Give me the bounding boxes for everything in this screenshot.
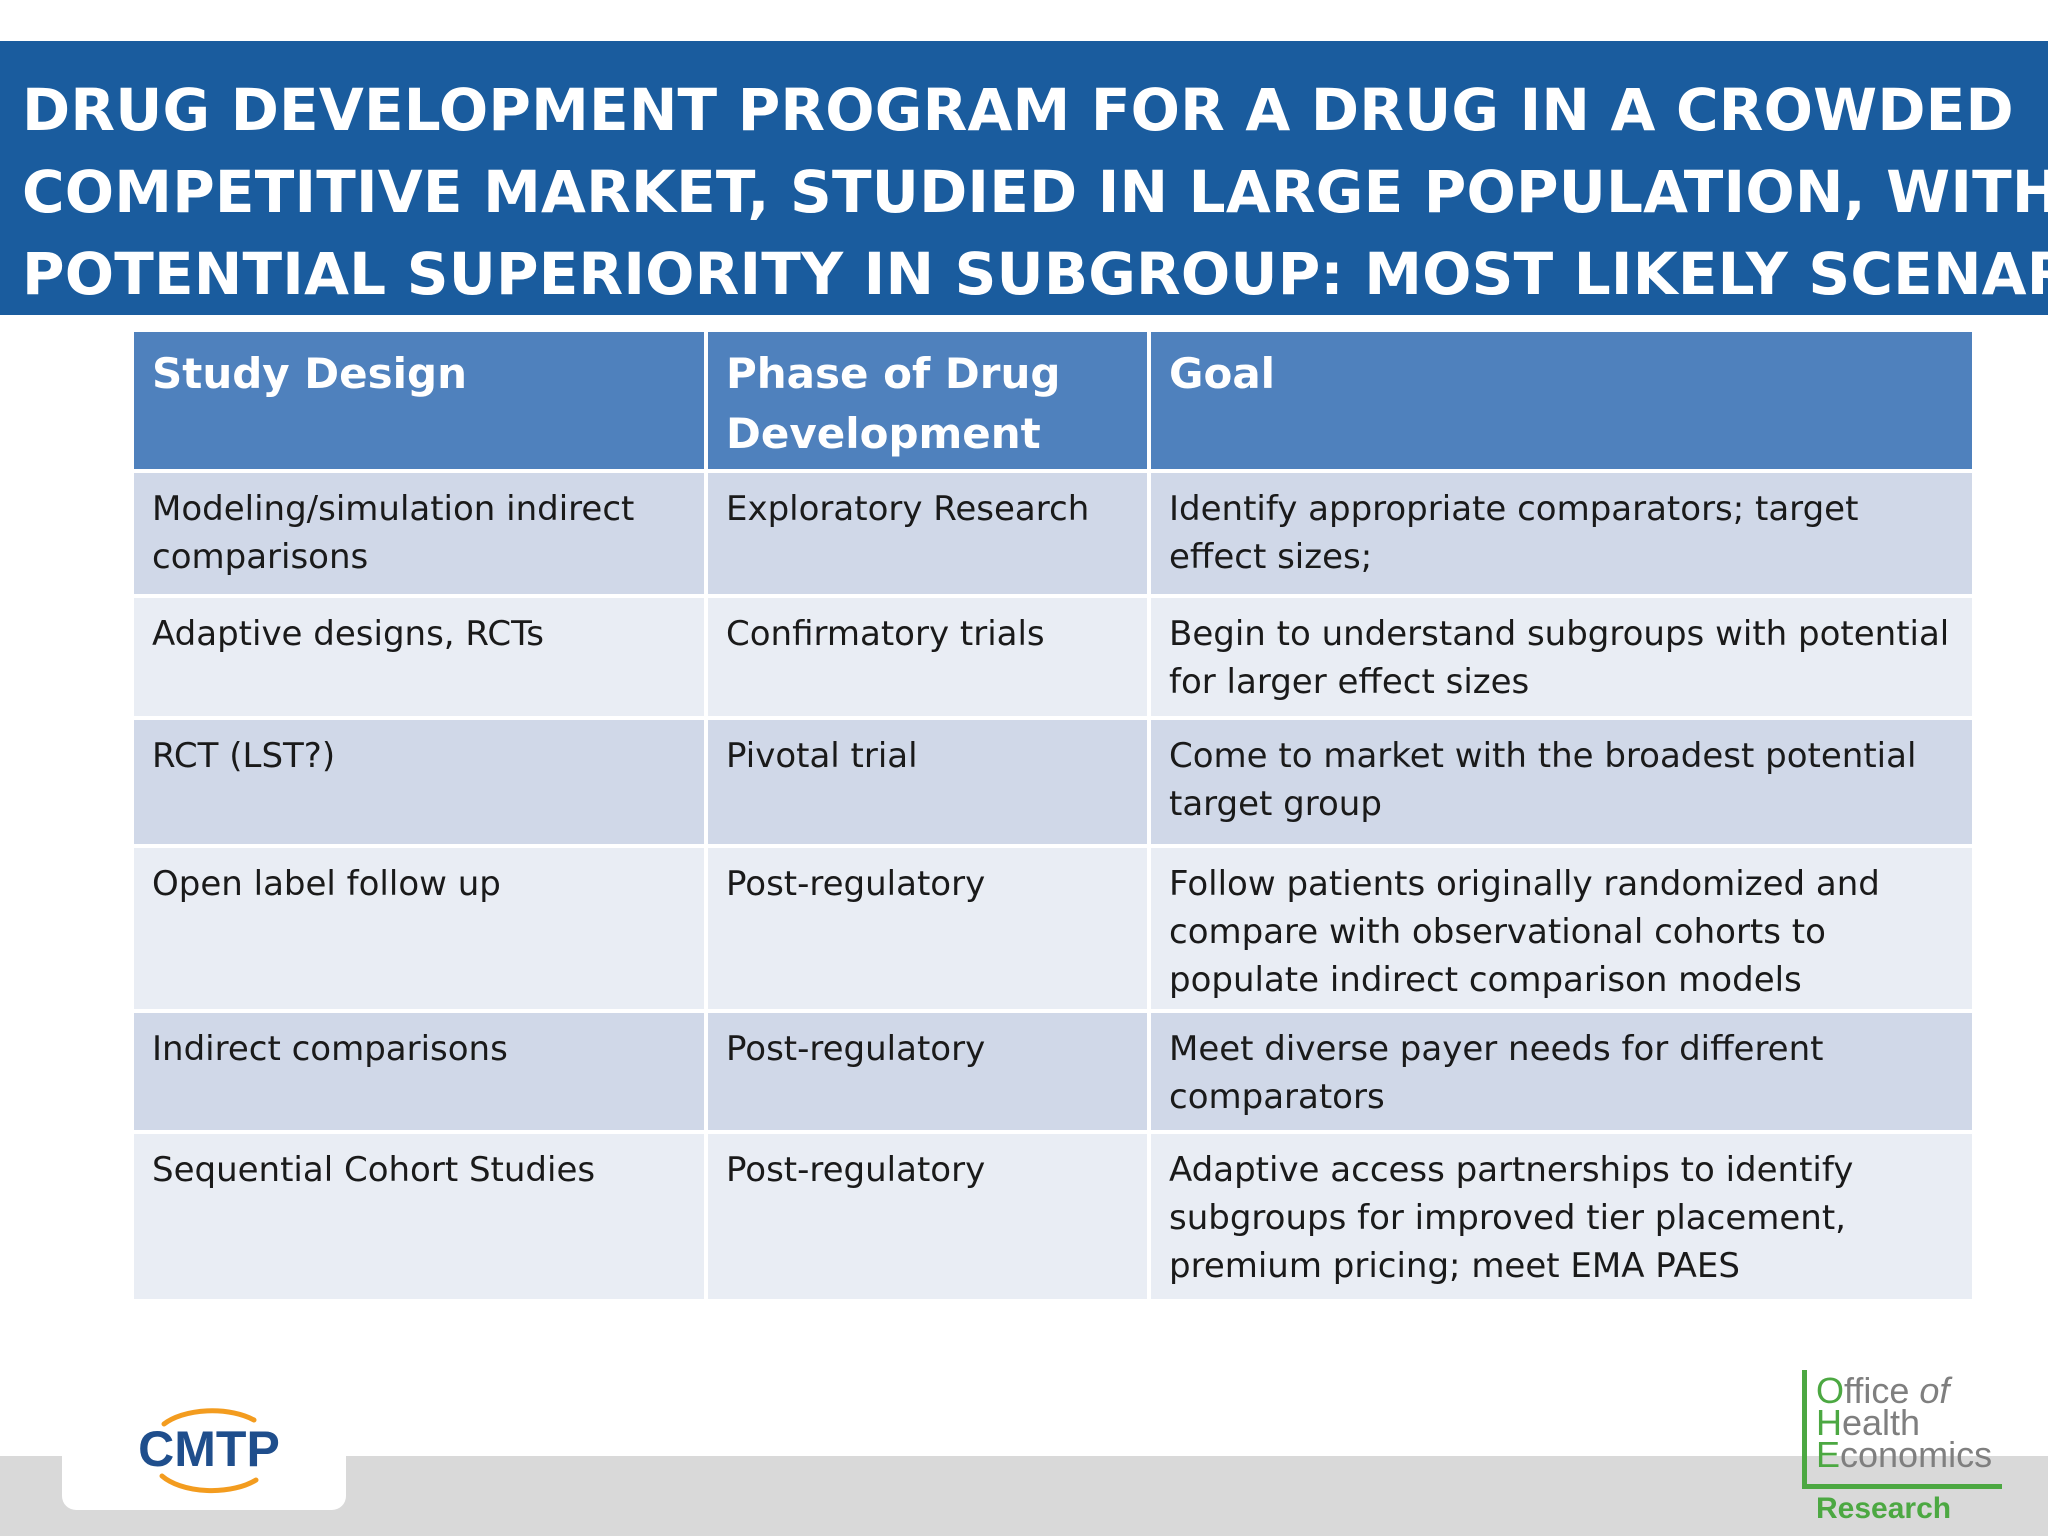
ohe-logo-bar-vertical <box>1802 1370 1807 1486</box>
table-row: Open label follow up Post-regulatory Fol… <box>130 844 1976 1013</box>
study-design-table: Study Design Phase of Drug Development G… <box>130 328 1976 1303</box>
header-goal: Goal <box>1147 328 1976 473</box>
cell-phase: Exploratory Research <box>704 469 1151 598</box>
table-row: Sequential Cohort Studies Post-regulator… <box>130 1130 1976 1303</box>
cell-goal: Adaptive access partnerships to identify… <box>1147 1130 1976 1303</box>
table-row: RCT (LST?) Pivotal trial Come to market … <box>130 716 1976 848</box>
cell-study-design: Modeling/simulation indirect comparisons <box>130 469 708 598</box>
cell-goal: Meet diverse payer needs for different c… <box>1147 1009 1976 1134</box>
cell-study-design: RCT (LST?) <box>130 716 708 848</box>
table-header-row: Study Design Phase of Drug Development G… <box>130 328 1976 473</box>
table-row: Indirect comparisons Post-regulatory Mee… <box>130 1009 1976 1134</box>
table-row: Adaptive designs, RCTs Confirmatory tria… <box>130 594 1976 720</box>
cmtp-logo: CMTP <box>138 1408 280 1494</box>
ohe-research-logo: Office of Health Economics Research <box>1800 1370 2010 1530</box>
header-phase: Phase of Drug Development <box>704 328 1151 473</box>
cell-phase: Post-regulatory <box>704 1130 1151 1303</box>
ohe-word-economics: Economics <box>1816 1434 1993 1475</box>
cell-study-design: Adaptive designs, RCTs <box>130 594 708 720</box>
cell-study-design: Sequential Cohort Studies <box>130 1130 708 1303</box>
slide-title-line-2: COMPETITIVE MARKET, STUDIED IN LARGE POP… <box>22 158 2048 226</box>
cmtp-wordmark: CMTP <box>138 1421 280 1477</box>
cell-goal: Begin to understand subgroups with poten… <box>1147 594 1976 720</box>
cmtp-arc-top <box>161 1408 257 1427</box>
title-band: DRUG DEVELOPMENT PROGRAM FOR A DRUG IN A… <box>0 41 2048 315</box>
ohe-word-health: Health <box>1816 1402 1921 1443</box>
table-row: Modeling/simulation indirect comparisons… <box>130 469 1976 598</box>
cell-goal: Identify appropriate comparators; target… <box>1147 469 1976 598</box>
ohe-word-office: Office of <box>1816 1370 1950 1411</box>
cell-phase: Post-regulatory <box>704 844 1151 1013</box>
cmtp-arc-bottom <box>159 1473 259 1494</box>
cell-goal: Follow patients originally randomized an… <box>1147 844 1976 1013</box>
slide-title-line-1: DRUG DEVELOPMENT PROGRAM FOR A DRUG IN A… <box>22 76 2014 144</box>
cell-phase: Post-regulatory <box>704 1009 1151 1134</box>
ohe-logo-bar-horizontal <box>1802 1484 2002 1489</box>
cell-study-design: Indirect comparisons <box>130 1009 708 1134</box>
cell-phase: Confirmatory trials <box>704 594 1151 720</box>
slide-title: DRUG DEVELOPMENT PROGRAM FOR A DRUG IN A… <box>22 69 2048 315</box>
slide-title-line-3: POTENTIAL SUPERIORITY IN SUBGROUP: MOST … <box>22 240 2048 308</box>
header-study-design: Study Design <box>130 328 708 473</box>
cell-goal: Come to market with the broadest potenti… <box>1147 716 1976 848</box>
cell-phase: Pivotal trial <box>704 716 1151 848</box>
cell-study-design: Open label follow up <box>130 844 708 1013</box>
ohe-word-research: Research <box>1816 1492 1952 1525</box>
